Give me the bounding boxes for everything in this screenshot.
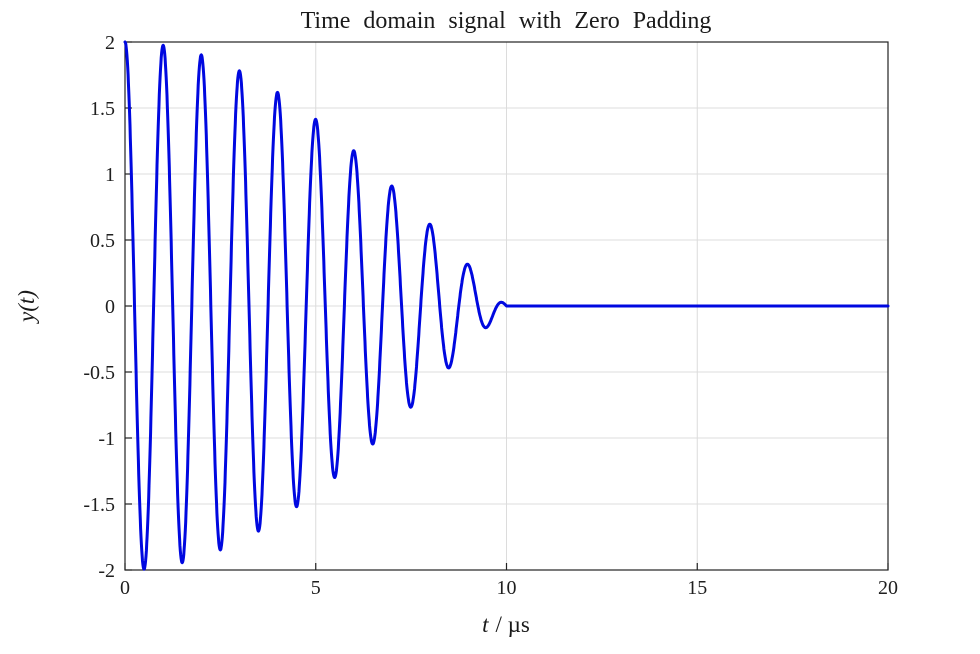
x-axis-label: t / µs bbox=[482, 612, 530, 637]
y-tick-label: 0 bbox=[105, 296, 115, 318]
y-tick-label: -2 bbox=[98, 560, 115, 582]
y-tick-label: 1 bbox=[105, 164, 115, 186]
signal-path bbox=[123, 40, 890, 571]
x-axis-variable: t bbox=[482, 612, 489, 637]
chart-title: Time domain signal with Zero Padding bbox=[301, 8, 712, 34]
y-axis-label: y(t) bbox=[14, 290, 39, 324]
y-tick-label: -1.5 bbox=[83, 494, 115, 516]
x-tick-label: 20 bbox=[878, 577, 898, 599]
x-tick-label: 5 bbox=[311, 577, 321, 599]
x-axis-unit: / µs bbox=[496, 612, 530, 637]
y-tick-label: -1 bbox=[98, 428, 115, 450]
y-tick-label: 1.5 bbox=[90, 98, 115, 120]
tick-labels: 0 5 10 15 20 -2 -1.5 -1 -0.5 0 0.5 1 1.5 2 bbox=[83, 32, 898, 599]
x-tick-label: 0 bbox=[120, 577, 130, 599]
y-tick-label: -0.5 bbox=[83, 362, 115, 384]
x-tick-label: 10 bbox=[497, 577, 517, 599]
y-tick-label: 2 bbox=[105, 32, 115, 54]
x-tick-label: 15 bbox=[687, 577, 707, 599]
y-tick-label: 0.5 bbox=[90, 230, 115, 252]
